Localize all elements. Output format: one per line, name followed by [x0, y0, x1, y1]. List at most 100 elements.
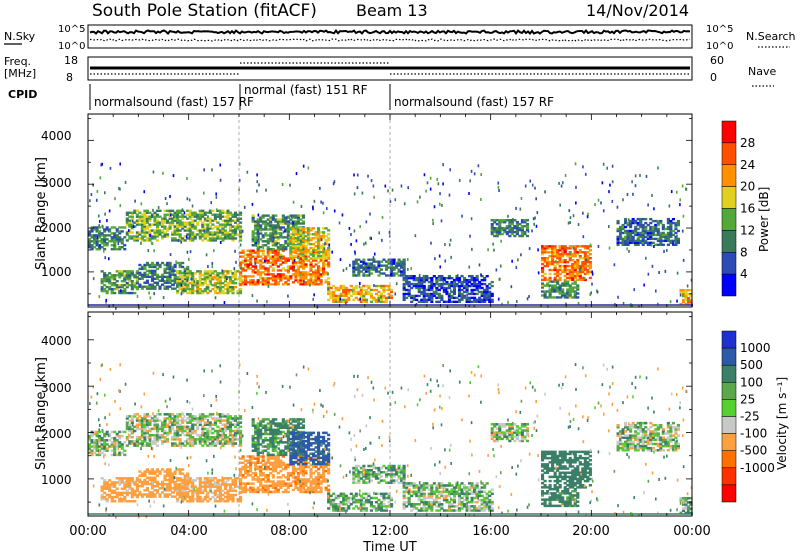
- velocity-cell: [241, 490, 245, 494]
- power-cell: [641, 233, 645, 237]
- velocity-cell: [145, 415, 149, 418]
- velocity-cell: [120, 497, 124, 501]
- power-cell: [468, 304, 471, 308]
- velocity-cell: [166, 484, 170, 488]
- power-cell: [354, 268, 358, 271]
- power-cell: [95, 244, 99, 247]
- power-cell: [236, 225, 240, 228]
- power-cell: [567, 221, 570, 225]
- power-cell: [221, 209, 225, 212]
- power-cell: [88, 238, 92, 241]
- velocity-cell: [193, 497, 197, 501]
- power-cell: [372, 288, 376, 292]
- power-cell: [671, 217, 675, 221]
- power-cell: [296, 261, 300, 264]
- power-cell: [523, 224, 527, 228]
- power-cell: [216, 291, 220, 295]
- power-cell: [367, 290, 371, 294]
- velocity-cell: [173, 436, 177, 439]
- power-cell: [169, 194, 171, 198]
- velocity-cell: [145, 476, 149, 480]
- velocity-cell: [153, 417, 157, 420]
- power-cell: [322, 211, 325, 215]
- power-cell: [138, 231, 142, 234]
- power-cell: [674, 237, 678, 241]
- velocity-cell: [203, 440, 207, 443]
- velocity-cell: [276, 482, 280, 485]
- power-cell: [266, 267, 270, 270]
- power-cell: [299, 218, 303, 221]
- velocity-cell: [178, 438, 182, 441]
- power-cell: [160, 237, 165, 240]
- power-cell: [327, 254, 331, 258]
- velocity-cell: [198, 497, 202, 501]
- power-cell: [269, 255, 273, 258]
- power-cell: [313, 199, 316, 203]
- velocity-cell: [233, 425, 238, 429]
- power-cell: [143, 281, 147, 284]
- power-cell: [244, 269, 248, 272]
- velocity-cell: [191, 489, 195, 493]
- power-cell: [233, 237, 238, 240]
- power-cell: [246, 259, 250, 262]
- power-cell: [462, 286, 467, 290]
- power-cell: [173, 211, 177, 214]
- power-cell: [148, 275, 152, 279]
- power-cell: [571, 274, 575, 278]
- power-cell: [299, 272, 301, 276]
- power-cell: [397, 270, 401, 273]
- power-cell: [397, 264, 401, 267]
- power-cell: [400, 262, 404, 265]
- power-cell: [120, 289, 124, 293]
- power-colorbar-swatch: [721, 186, 737, 209]
- power-cell: [556, 249, 560, 252]
- power-cell: [176, 225, 180, 228]
- power-cell: [168, 265, 172, 269]
- power-cell: [286, 224, 290, 227]
- power-cell: [322, 250, 326, 254]
- power-cell: [178, 277, 182, 280]
- power-cell: [178, 276, 182, 279]
- power-cell: [541, 270, 545, 274]
- power-cell: [297, 228, 299, 232]
- power-cell: [254, 232, 258, 235]
- power-cell: [286, 240, 290, 243]
- velocity-cell: [223, 427, 228, 431]
- power-cell: [115, 236, 119, 239]
- power-cell: [299, 214, 303, 217]
- power-cell: [160, 231, 165, 234]
- power-cell: [289, 275, 293, 278]
- power-cell: [556, 278, 560, 282]
- power-cell: [666, 239, 670, 243]
- velocity-cell: [183, 425, 187, 429]
- velocity-cell: [168, 415, 172, 418]
- velocity-cell: [171, 427, 175, 431]
- velocity-cell: [176, 477, 180, 480]
- velocity-cell: [153, 427, 157, 431]
- power-cell: [686, 289, 691, 292]
- power-cell: [235, 260, 237, 264]
- power-cell: [274, 242, 278, 245]
- velocity-cell: [135, 495, 139, 499]
- power-cell: [306, 251, 311, 254]
- power-cell: [348, 226, 351, 230]
- velocity-cell: [143, 421, 147, 424]
- power-cell: [276, 236, 280, 239]
- power-cell: [641, 243, 645, 246]
- power-cell: [188, 270, 192, 273]
- velocity-cell: [181, 429, 185, 433]
- velocity-cell: [110, 430, 114, 434]
- velocity-cell: [211, 444, 215, 447]
- power-cell: [301, 244, 306, 248]
- power-cell: [191, 231, 195, 234]
- power-cell: [574, 291, 576, 295]
- power-cell: [400, 264, 404, 267]
- velocity-cell: [176, 497, 180, 501]
- power-cell: [299, 259, 303, 262]
- power-cell: [548, 288, 552, 291]
- power-cell: [203, 213, 207, 216]
- power-cell: [105, 291, 109, 295]
- power-cell: [276, 253, 280, 256]
- power-cell: [450, 255, 452, 259]
